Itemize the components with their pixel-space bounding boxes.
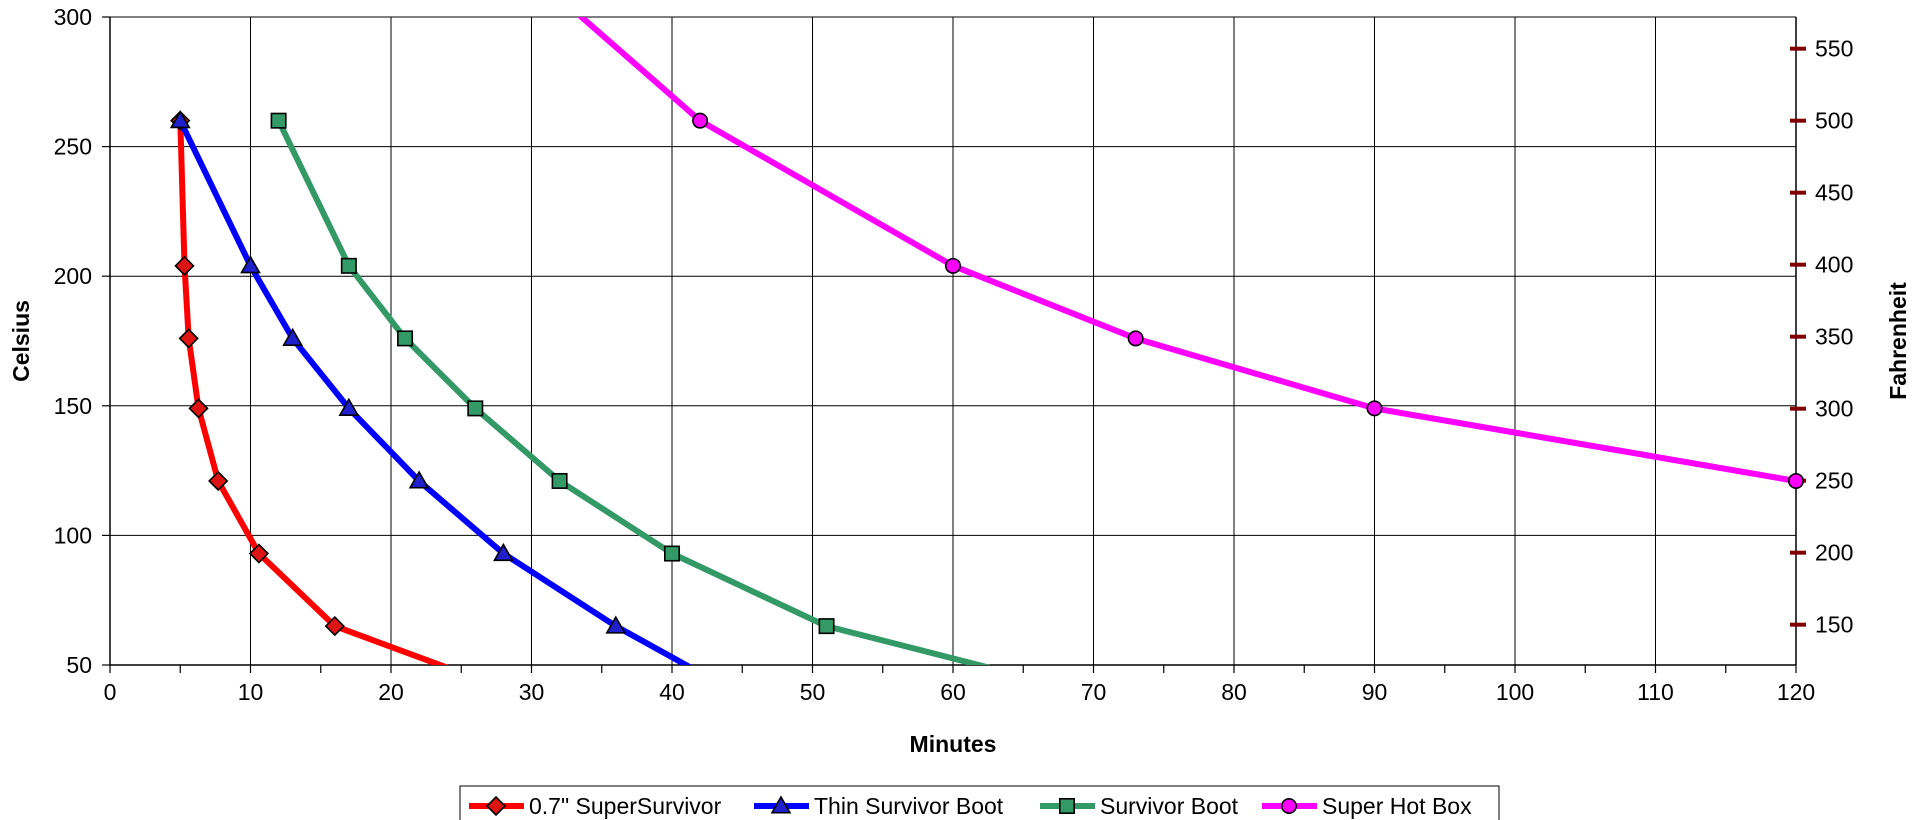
data-point — [282, 327, 304, 346]
data-point — [188, 398, 209, 419]
data-point — [174, 255, 195, 276]
data-point — [169, 110, 191, 129]
x-tick-label: 60 — [940, 679, 966, 705]
axes — [102, 16, 1806, 673]
data-point — [467, 400, 484, 417]
y2-tick-label: 450 — [1815, 180, 1853, 206]
data-point — [692, 112, 709, 129]
y2-tick-label: 400 — [1815, 252, 1853, 278]
x-tick-label: 20 — [378, 679, 404, 705]
x-tick-label: 120 — [1777, 679, 1815, 705]
data-point — [340, 257, 357, 274]
legend: 0.7" SuperSurvivor Thin Survivor Boot Surv… — [459, 785, 1500, 820]
data-point — [1127, 330, 1144, 347]
x-tick-label: 50 — [800, 679, 826, 705]
legend-marker — [1281, 797, 1298, 814]
data-point — [663, 545, 680, 562]
data-point — [1366, 400, 1383, 417]
legend-box — [459, 785, 1500, 820]
x-tick-label: 70 — [1081, 679, 1107, 705]
series-line — [177, 119, 693, 665]
y2-tick-label: 200 — [1815, 540, 1853, 566]
legend-label: Super Hot Box — [1322, 793, 1472, 819]
y-tick-label: 300 — [54, 4, 92, 30]
legend-label: 0.7" SuperSurvivor — [529, 793, 722, 819]
data-point — [944, 257, 961, 274]
x-tick-label: 0 — [104, 679, 117, 705]
y-tick-labels: 50 100 150 200 250 300 — [54, 4, 92, 678]
data-point — [818, 618, 835, 635]
data-point — [338, 397, 360, 416]
data-point — [270, 112, 287, 129]
y2-tick-label: 250 — [1815, 468, 1853, 494]
y2-tick-label: 500 — [1815, 108, 1853, 134]
legend-marker — [770, 795, 792, 814]
y-axis-title: Celsius — [8, 300, 34, 382]
x-tick-label: 30 — [519, 679, 545, 705]
y2-tick-label: 350 — [1815, 324, 1853, 350]
y-tick-label: 250 — [54, 134, 92, 160]
x-tick-label: 110 — [1637, 679, 1674, 705]
legend-label: Thin Survivor Boot — [814, 793, 1004, 819]
data-point — [178, 328, 199, 349]
data-point — [551, 472, 568, 489]
x-axis-title: Minutes — [910, 731, 997, 757]
y2-tick-label: 300 — [1815, 396, 1853, 422]
data-point — [493, 542, 514, 562]
data-point — [208, 470, 229, 492]
series-line — [576, 17, 1796, 484]
data-point — [605, 615, 627, 634]
legend-marker — [1059, 797, 1076, 814]
x-tick-label: 90 — [1362, 679, 1388, 705]
data-point — [397, 330, 414, 347]
y2-tick-label: 550 — [1815, 36, 1853, 62]
y-tick-label: 150 — [54, 393, 92, 419]
y-tick-label: 100 — [54, 522, 92, 548]
data-point — [240, 255, 261, 274]
data-point — [248, 543, 270, 564]
legend-label: Survivor Boot — [1100, 793, 1239, 819]
series-line — [177, 120, 449, 665]
x-tick-label: 100 — [1496, 679, 1534, 705]
y-tick-label: 50 — [66, 652, 92, 678]
series-lines — [177, 17, 1796, 665]
legend-marker — [485, 795, 507, 817]
data-point — [1788, 472, 1805, 489]
y2-tick-label: 150 — [1815, 612, 1853, 638]
x-tick-label: 40 — [659, 679, 685, 705]
x-tick-label: 10 — [238, 679, 264, 705]
y-tick-label: 200 — [54, 263, 92, 289]
y2-tick-labels: 150 200 250 300 350 400 450 500 550 — [1815, 36, 1853, 638]
data-point — [324, 615, 345, 637]
data-point — [408, 470, 430, 489]
x-tick-labels: 0 10 20 30 40 50 60 70 80 90 100 110 120 — [104, 679, 1816, 705]
x-tick-label: 80 — [1221, 679, 1247, 705]
series-markers — [169, 110, 1805, 637]
y2-axis-title: Fahrenheit — [1885, 282, 1911, 400]
series-line — [275, 119, 991, 665]
